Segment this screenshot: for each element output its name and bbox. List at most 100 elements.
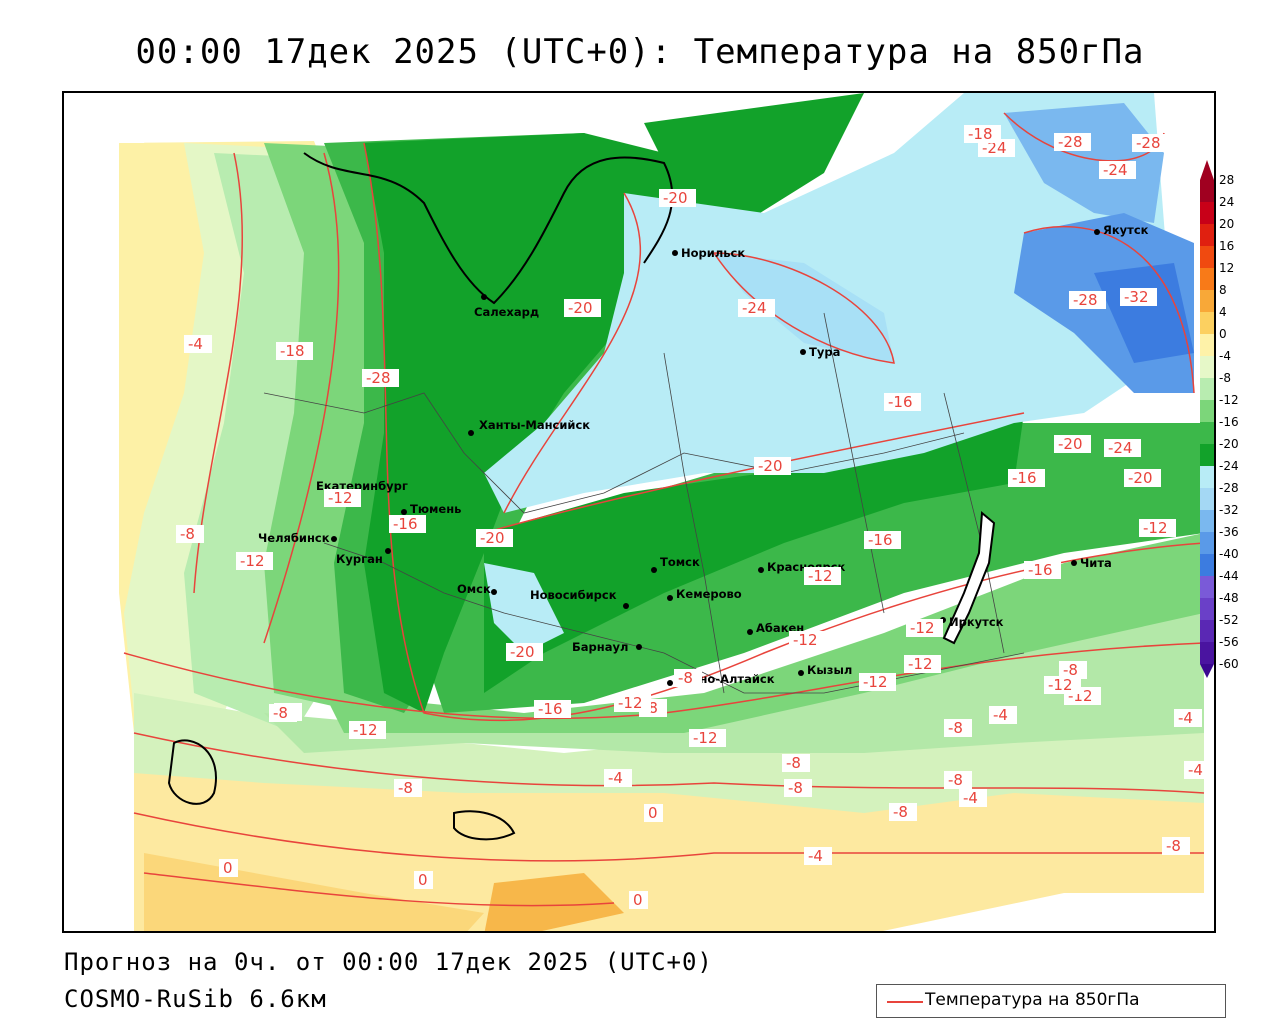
contour-label: -12 [808,567,833,585]
contour-label: 0 [223,859,233,877]
city-label: Томск [660,555,700,569]
colorbar-tick-label: 0 [1219,327,1227,341]
city-label: Иркутск [949,615,1004,629]
zone-minus28-north [1004,103,1164,223]
contour-label-box [629,891,648,909]
contour-label-box [564,299,601,317]
contour-label-box [1174,709,1202,727]
model-info: COSMO-RuSib 6.6км [64,985,327,1013]
colorbar-swatch [1200,180,1214,202]
contour-label-box [1008,469,1045,487]
map-area: Норильск Салехард Тура Якутск Ханты-Манс… [62,91,1216,933]
contour-label-box [944,771,972,789]
contour-label: -28 [366,369,391,387]
contour-label-box [784,779,812,797]
contour-label: -12 [793,631,818,649]
zone-minus20-north [644,93,864,223]
contour-label-box [864,531,901,549]
city-label: Новосибирск [530,588,617,602]
contour-label-box [689,729,726,747]
contour-label: -32 [1124,288,1149,306]
contour-label: -12 [353,721,378,739]
colorbar-tick-label: -60 [1219,657,1239,671]
city-dot [758,567,764,573]
city-label: Салехард [474,305,539,319]
colorbar-swatch [1200,532,1214,554]
contour-label-box [804,567,841,585]
colorbar-tick-label: 16 [1219,239,1234,253]
colorbar-top-arrow [1200,160,1214,180]
contour-label-box [1132,134,1169,152]
contour-label: -20 [758,457,783,475]
contour-label-box [738,299,775,317]
contour-label-box [1054,133,1091,151]
contour-label-box [389,515,426,533]
contour-label: -8 [180,525,195,543]
contour-label: -20 [480,529,505,547]
contour-label-box [789,631,826,649]
colorbar-tick-label: 28 [1219,173,1234,187]
city-dot [672,250,678,256]
city-label: Барнаул [572,640,628,654]
caspian-coast [167,739,217,805]
colorbar-tick-label: -12 [1219,393,1239,407]
colorbar-swatch [1200,224,1214,246]
colorbar-swatch [1200,510,1214,532]
city-label: Чита [1080,556,1112,570]
contour-label-box [904,655,941,673]
colorbar-tick-label: -48 [1219,591,1239,605]
contour-label-box [754,457,791,475]
zone-minus32 [1094,263,1194,363]
contour-label: -24 [1108,439,1133,457]
city-dot [1094,229,1100,235]
contour-label: -20 [1128,469,1153,487]
colorbar-swatch [1200,400,1214,422]
contour-label: -4 [963,789,978,807]
legend-label: Температура на 850гПа [925,990,1140,1010]
city-dot [331,536,337,542]
contour-label-box [1044,676,1081,694]
colorbar-swatch [1200,444,1214,466]
contour-label-box [1099,161,1136,179]
colorbar-swatch [1200,378,1214,400]
colorbar-swatch [1200,466,1214,488]
contour-label: -8 [273,704,288,722]
legend: Температура на 850гПа [876,984,1226,1018]
isotherm-line-swatch [887,1001,923,1003]
contour-label: -4 [188,335,203,353]
zone-minus4-south [134,653,1204,813]
lake-baikal [942,510,996,645]
aral-coast [453,810,516,841]
contour-label-box [782,754,810,772]
colorbar-tick-label: 8 [1219,283,1227,297]
colorbar-swatch [1200,202,1214,224]
contour-label: -12 [910,619,935,637]
city-dot [667,680,673,686]
contour-label-box [362,369,399,387]
contour-label: -16 [393,515,418,533]
contour-label-box [944,719,972,737]
colorbar-tick-label: -28 [1219,481,1239,495]
contour-label-box [276,342,313,360]
city-dot [481,294,487,300]
colorbar-swatch [1200,620,1214,642]
city-label: Якутск [1103,223,1149,237]
contour-label: -20 [663,189,688,207]
zone-minus20-band [484,413,1024,693]
contour-label-box [644,804,663,822]
city-label: Омск [457,582,491,596]
city-dot [623,603,629,609]
contour-label: -4 [1178,709,1193,727]
contour-label: -12 [863,673,888,691]
contour-label-box [604,769,632,787]
contour-label-box [236,552,273,570]
colorbar-tick-label: -52 [1219,613,1239,627]
contour-label-box [176,525,204,543]
contour-label-box [859,673,896,691]
colorbar-tick-label: -44 [1219,569,1239,583]
city-dot [1071,560,1077,566]
colorbar-tick-label: 12 [1219,261,1234,275]
contour-label: -20 [510,643,535,661]
contour-label-box [804,847,832,865]
contour-label: -8 [788,779,803,797]
